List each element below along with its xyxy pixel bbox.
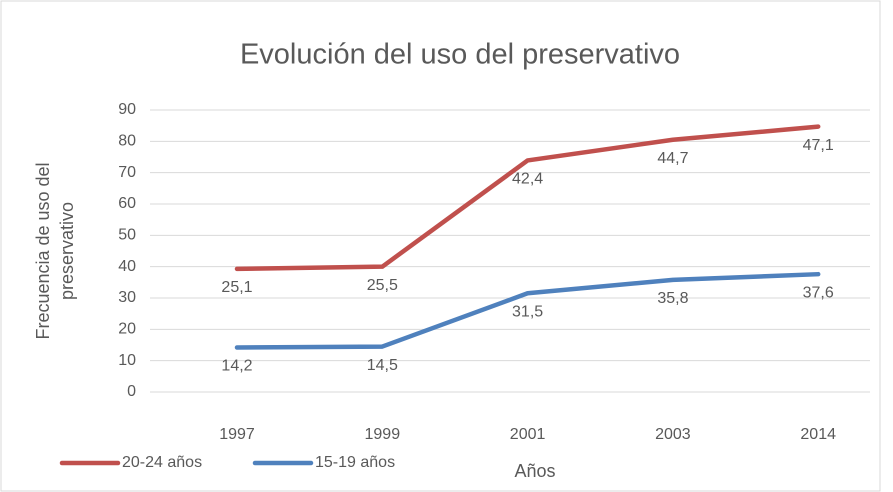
y-tick-label: 50: [118, 227, 136, 244]
data-label: 14,2: [221, 358, 252, 375]
y-axis-title-line: Frecuencia de uso del: [33, 162, 53, 339]
y-tick-label: 90: [118, 101, 136, 118]
x-tick-label: 1997: [219, 426, 255, 443]
chart-title: Evolución del uso del preservativo: [240, 39, 680, 71]
x-tick-label: 1999: [365, 426, 401, 443]
data-label: 42,4: [512, 171, 543, 188]
y-tick-label: 10: [118, 352, 136, 369]
data-label: 44,7: [657, 150, 688, 167]
data-label: 25,5: [367, 277, 398, 294]
data-label: 31,5: [512, 304, 543, 321]
x-tick-label: 2003: [655, 426, 691, 443]
legend-label: 15-19 años: [315, 454, 395, 471]
y-tick-label: 20: [118, 321, 136, 338]
y-tick-label: 40: [118, 258, 136, 275]
line-series: [234, 271, 821, 350]
x-tick-label: 2001: [510, 426, 546, 443]
x-tick-label: 2014: [800, 426, 836, 443]
y-tick-label: 70: [118, 164, 136, 181]
data-label: 37,6: [803, 284, 834, 301]
y-axis-title: Frecuencia de uso del preservativo: [33, 162, 77, 339]
data-label: 35,8: [657, 290, 688, 307]
data-label: 25,1: [221, 279, 252, 296]
y-axis-title-line: preservativo: [57, 202, 77, 300]
y-tick-label: 30: [118, 289, 136, 306]
y-tick-label: 80: [118, 133, 136, 150]
legend-label: 20-24 años: [122, 454, 202, 471]
y-tick-label: 0: [127, 383, 136, 400]
data-label: 47,1: [803, 137, 834, 154]
y-tick-label: 60: [118, 195, 136, 212]
line-series: [234, 124, 821, 272]
data-label: 14,5: [367, 357, 398, 374]
x-axis-title: Años: [514, 461, 555, 481]
